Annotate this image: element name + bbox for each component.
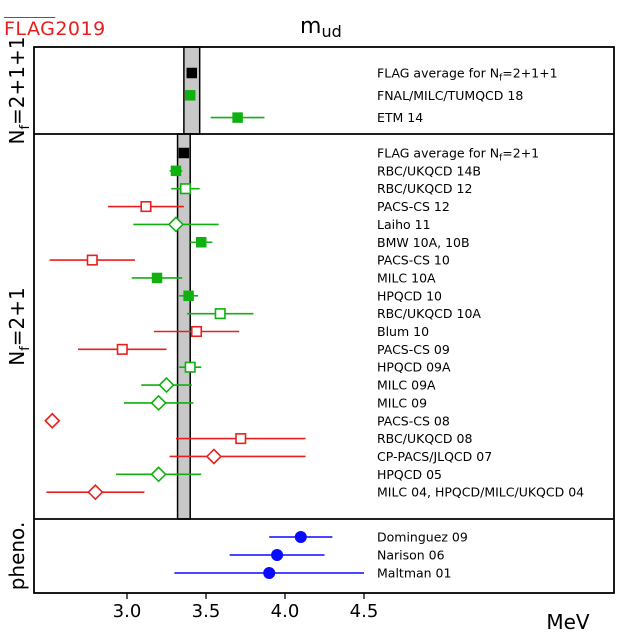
data-point bbox=[183, 290, 194, 302]
x-tick-label: 3.5 bbox=[192, 601, 221, 622]
entry-label: HPQCD 10 bbox=[377, 288, 442, 303]
entry-label: MILC 10A bbox=[377, 270, 436, 285]
panel-label: Nf=2+1+1 bbox=[5, 37, 33, 145]
x-tick-label: 4.0 bbox=[271, 601, 300, 622]
entry-label: PACS-CS 08 bbox=[377, 413, 450, 428]
data-point bbox=[158, 376, 175, 394]
flag-logo: FLAG2019 bbox=[4, 18, 106, 40]
entry-label: RBC/UKQCD 10A bbox=[377, 306, 481, 321]
flag-logo-prefix: FLAG bbox=[4, 18, 56, 40]
entry-label: MILC 04, HPQCD/MILC/UKQCD 04 bbox=[377, 485, 584, 500]
entry-label: Blum 10 bbox=[377, 324, 429, 339]
data-point bbox=[44, 412, 61, 429]
data-point bbox=[271, 549, 284, 561]
flag-logo-year: 2019 bbox=[55, 18, 106, 40]
entry-label: Maltman 01 bbox=[377, 566, 451, 581]
data-point bbox=[205, 448, 223, 465]
data-point bbox=[86, 254, 98, 266]
data-point bbox=[150, 466, 167, 483]
data-point bbox=[184, 90, 196, 101]
entry-label: FLAG average for Nf=2+1 bbox=[377, 146, 539, 164]
entry-label: RBC/UKQCD 12 bbox=[377, 181, 472, 196]
entry-label: RBC/UKQCD 14B bbox=[377, 163, 481, 178]
data-point bbox=[214, 308, 226, 320]
data-point bbox=[140, 201, 152, 213]
entry-label: MILC 09A bbox=[377, 378, 436, 393]
data-point bbox=[151, 272, 163, 284]
entry-label: PACS-CS 09 bbox=[377, 342, 450, 357]
entry-label: PACS-CS 10 bbox=[377, 253, 450, 268]
x-axis-label: MeV bbox=[546, 610, 590, 634]
entry-label: PACS-CS 12 bbox=[377, 199, 450, 214]
chart-title-main: m bbox=[300, 14, 322, 39]
entry-label: MILC 09 bbox=[377, 395, 427, 410]
data-point bbox=[232, 112, 243, 123]
data-point bbox=[235, 433, 247, 445]
entry-label: HPQCD 09A bbox=[377, 360, 451, 375]
x-tick-label: 3.0 bbox=[113, 601, 142, 622]
entry-label: Dominguez 09 bbox=[377, 530, 468, 545]
data-point bbox=[178, 147, 190, 159]
data-point bbox=[167, 216, 185, 233]
data-point bbox=[170, 165, 182, 177]
data-point bbox=[263, 567, 276, 579]
panel-label: Nf=2+1 bbox=[5, 287, 33, 366]
entry-label: FLAG average for Nf=2+1+1 bbox=[377, 66, 558, 84]
panel-label: pheno. bbox=[5, 522, 29, 591]
data-point bbox=[196, 237, 207, 248]
entry-label: RBC/UKQCD 08 bbox=[377, 431, 472, 446]
entry-label: Narison 06 bbox=[377, 548, 445, 563]
entry-label: FNAL/MILC/TUMQCD 18 bbox=[377, 88, 523, 103]
data-point bbox=[184, 361, 196, 373]
data-point bbox=[186, 67, 198, 79]
entry-label: CP-PACS/JLQCD 07 bbox=[377, 449, 492, 464]
entry-label: ETM 14 bbox=[377, 110, 423, 125]
data-point bbox=[150, 394, 167, 412]
data-point bbox=[87, 484, 104, 501]
entry-label: BMW 10A, 10B bbox=[377, 235, 470, 250]
chart-title: mud bbox=[300, 14, 342, 41]
data-point bbox=[116, 343, 128, 355]
plot-frame bbox=[33, 46, 615, 594]
data-point bbox=[179, 183, 192, 195]
entry-label: HPQCD 05 bbox=[377, 467, 442, 482]
data-point bbox=[294, 531, 307, 543]
data-point bbox=[190, 325, 203, 338]
x-tick-label: 4.5 bbox=[350, 601, 379, 622]
chart-title-sub: ud bbox=[321, 22, 342, 41]
entry-label: Laiho 11 bbox=[377, 217, 431, 232]
